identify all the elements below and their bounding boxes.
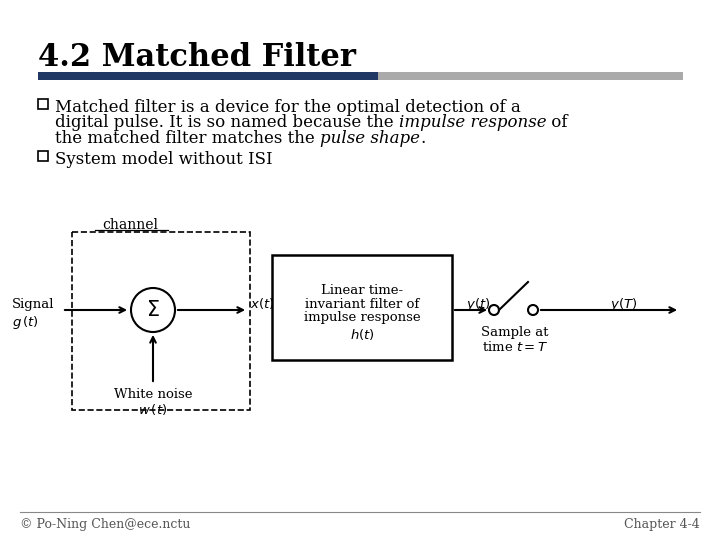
Text: pulse shape: pulse shape xyxy=(320,130,420,147)
Text: invariant filter of: invariant filter of xyxy=(305,298,419,310)
Text: impulse response: impulse response xyxy=(399,114,546,131)
Text: channel: channel xyxy=(102,218,158,232)
Text: White noise: White noise xyxy=(114,388,192,401)
Text: $x(t)$: $x(t)$ xyxy=(250,296,274,311)
Text: $w\,(t)$: $w\,(t)$ xyxy=(138,402,168,417)
Text: © Po-Ning Chen@ece.nctu: © Po-Ning Chen@ece.nctu xyxy=(20,518,190,531)
FancyBboxPatch shape xyxy=(38,99,48,109)
Text: of: of xyxy=(546,114,568,131)
Text: System model without ISI: System model without ISI xyxy=(55,151,273,168)
Text: digital pulse. It is so named because the: digital pulse. It is so named because th… xyxy=(55,114,399,131)
Text: .: . xyxy=(420,130,426,147)
Text: $g\,(t)$: $g\,(t)$ xyxy=(12,314,39,331)
Text: $\Sigma$: $\Sigma$ xyxy=(146,300,160,320)
Text: $y(t)$: $y(t)$ xyxy=(466,296,490,313)
Text: Matched filter is a device for the optimal detection of a: Matched filter is a device for the optim… xyxy=(55,99,521,116)
Text: $h(t)$: $h(t)$ xyxy=(350,327,374,341)
Text: $y(T)$: $y(T)$ xyxy=(610,296,637,313)
FancyBboxPatch shape xyxy=(38,151,48,161)
Text: time $t = T$: time $t = T$ xyxy=(482,340,549,354)
FancyBboxPatch shape xyxy=(38,72,378,80)
Text: the matched filter matches the: the matched filter matches the xyxy=(55,130,320,147)
Text: Signal: Signal xyxy=(12,298,55,311)
Text: impulse response: impulse response xyxy=(304,312,420,325)
FancyBboxPatch shape xyxy=(72,232,250,410)
FancyBboxPatch shape xyxy=(378,72,683,80)
Text: Sample at: Sample at xyxy=(481,326,549,339)
Text: Chapter 4-4: Chapter 4-4 xyxy=(624,518,700,531)
FancyBboxPatch shape xyxy=(272,255,452,360)
Text: 4.2 Matched Filter: 4.2 Matched Filter xyxy=(38,42,356,73)
Text: Linear time-: Linear time- xyxy=(321,284,403,296)
